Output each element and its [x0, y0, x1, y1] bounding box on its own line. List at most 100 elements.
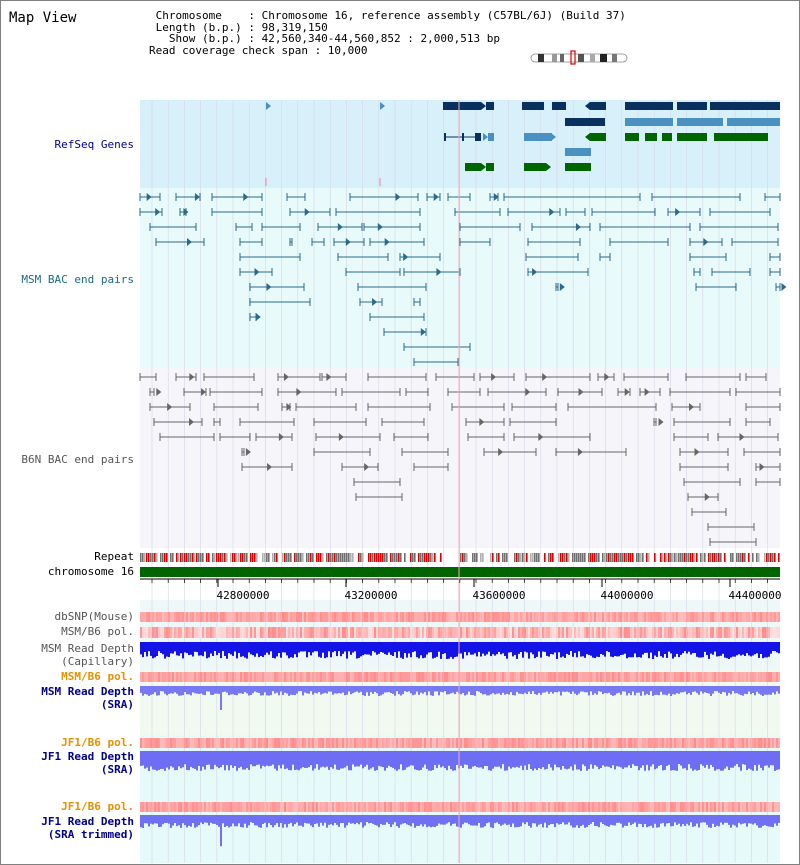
jf1-depth-trimmed-bar: [718, 815, 720, 827]
jf1-pol-cell: [708, 738, 710, 748]
jf1-depth-sra-bar: [690, 751, 692, 769]
msm-bac-arrow: [377, 223, 383, 231]
repeat-element: [358, 553, 360, 562]
jf1-depth-sra-bar: [652, 751, 654, 765]
msm-depth-capillary-bar: [334, 642, 336, 652]
msm-depth-sra-bar: [266, 686, 268, 696]
msm-pol-sra-cell: [156, 672, 158, 682]
jf1-pol-cell: [286, 738, 288, 748]
msm-depth-sra-bar: [566, 686, 568, 692]
dbsnp-cell: [332, 612, 334, 622]
msm-pol-cell: [298, 627, 300, 638]
jf1-pol-2-cell: [270, 802, 272, 812]
msm-pol-cell: [304, 627, 306, 638]
jf1-pol-cell: [474, 738, 476, 748]
jf1-depth-sra-bar: [546, 751, 548, 769]
msm-depth-capillary-bar: [258, 642, 260, 658]
msm-pol-sra-cell: [344, 672, 346, 682]
refseq-genes-track[interactable]: [265, 102, 780, 186]
msm-bac-pairs-track[interactable]: [139, 193, 787, 366]
b6n-bac-arrow: [689, 403, 695, 411]
chromosome-ideogram[interactable]: [530, 50, 628, 65]
msm-pol-cell: [526, 627, 528, 638]
repeat-track[interactable]: [140, 553, 780, 562]
jf1-depth-trimmed-bar: [408, 815, 410, 826]
repeat-element: [264, 553, 266, 562]
msm-pol-sra-cell: [494, 672, 496, 682]
msm-pol-sra-cell: [518, 672, 520, 682]
msm-pol-cell: [254, 627, 256, 638]
jf1-depth-trimmed-bar: [328, 815, 330, 825]
repeat-element: [626, 553, 628, 562]
jf1-depth-trimmed-bar: [170, 815, 172, 828]
msm-pol-cell: [742, 627, 744, 638]
jf1-depth-trimmed-bar: [658, 815, 660, 828]
msm-pol-sra-cell: [230, 672, 232, 682]
msm-pol-cell: [778, 627, 780, 638]
jf1-depth-trimmed-bar: [340, 815, 342, 824]
jf1-pol-cell: [644, 738, 646, 748]
axis-tick-label: 44400000: [729, 589, 782, 602]
msm-depth-capillary-bar: [440, 642, 442, 659]
jf1-depth-sra-bar: [586, 751, 588, 771]
msm-depth-sra-bar: [524, 686, 526, 693]
msm-pol-cell: [210, 627, 212, 638]
jf1-depth-trimmed-bar: [314, 815, 316, 824]
dbsnp-cell: [300, 612, 302, 622]
msm-depth-capillary-bar: [280, 642, 282, 658]
jf1-depth-trimmed-bar: [266, 815, 268, 828]
msm-pol-cell: [678, 627, 680, 638]
jf1-depth-sra-bar: [142, 751, 144, 766]
msm-depth-sra-bar: [740, 686, 742, 695]
repeat-element: [140, 553, 142, 562]
jf1-depth-sra-bar: [254, 751, 256, 767]
msm-depth-sra-bar: [332, 686, 334, 695]
b6n-bac-arrow: [267, 463, 273, 471]
msm-pol-cell: [546, 627, 548, 638]
variation-tracks[interactable]: [140, 612, 780, 847]
jf1-pol-2-cell: [290, 802, 292, 812]
dbsnp-cell: [184, 612, 186, 622]
msm-depth-sra-bar: [648, 686, 650, 695]
repeat-element: [516, 553, 518, 562]
msm-pol-cell: [338, 627, 340, 638]
jf1-depth-trimmed-bar: [628, 815, 630, 823]
msm-pol-cell: [688, 627, 690, 638]
jf1-depth-sra-bar: [656, 751, 658, 769]
dbsnp-cell: [664, 612, 666, 622]
msm-depth-sra-bar: [290, 686, 292, 695]
msm-pol-cell: [264, 627, 266, 638]
dbsnp-cell: [422, 612, 424, 622]
msm-pol-sra-cell: [568, 672, 570, 682]
jf1-depth-trimmed-bar: [394, 815, 396, 823]
jf1-depth-sra-bar: [328, 751, 330, 770]
jf1-pol-cell: [550, 738, 552, 748]
dbsnp-cell: [516, 612, 518, 622]
repeat-element: [768, 553, 770, 562]
dbsnp-cell: [410, 612, 412, 622]
msm-depth-sra-bar: [712, 686, 714, 694]
jf1-pol-2-cell: [288, 802, 290, 812]
jf1-depth-sra-bar: [470, 751, 472, 769]
msm-depth-capillary-bar: [620, 642, 622, 655]
dbsnp-cell: [478, 612, 480, 622]
msm-depth-capillary-bar: [194, 642, 196, 652]
jf1-pol-2-cell: [594, 802, 596, 812]
repeat-element: [594, 553, 596, 562]
jf1-depth-sra-bar: [242, 751, 244, 770]
repeat-element: [160, 553, 162, 562]
b6n-bac-arrow: [364, 463, 370, 471]
jf1-pol-cell: [588, 738, 590, 748]
jf1-pol-2-cell: [660, 802, 662, 812]
b6n-bac-pairs-track[interactable]: [139, 373, 781, 546]
jf1-depth-sra-bar: [430, 751, 432, 771]
ideogram-band: [612, 54, 617, 62]
msm-pol-cell: [232, 627, 234, 638]
msm-depth-capillary-bar: [252, 642, 254, 656]
msm-depth-sra-bar: [682, 686, 684, 693]
jf1-pol-cell: [254, 738, 256, 748]
jf1-depth-trimmed-bar: [492, 815, 494, 828]
msm-depth-sra-bar: [372, 686, 374, 694]
jf1-pol-2-cell: [226, 802, 228, 812]
